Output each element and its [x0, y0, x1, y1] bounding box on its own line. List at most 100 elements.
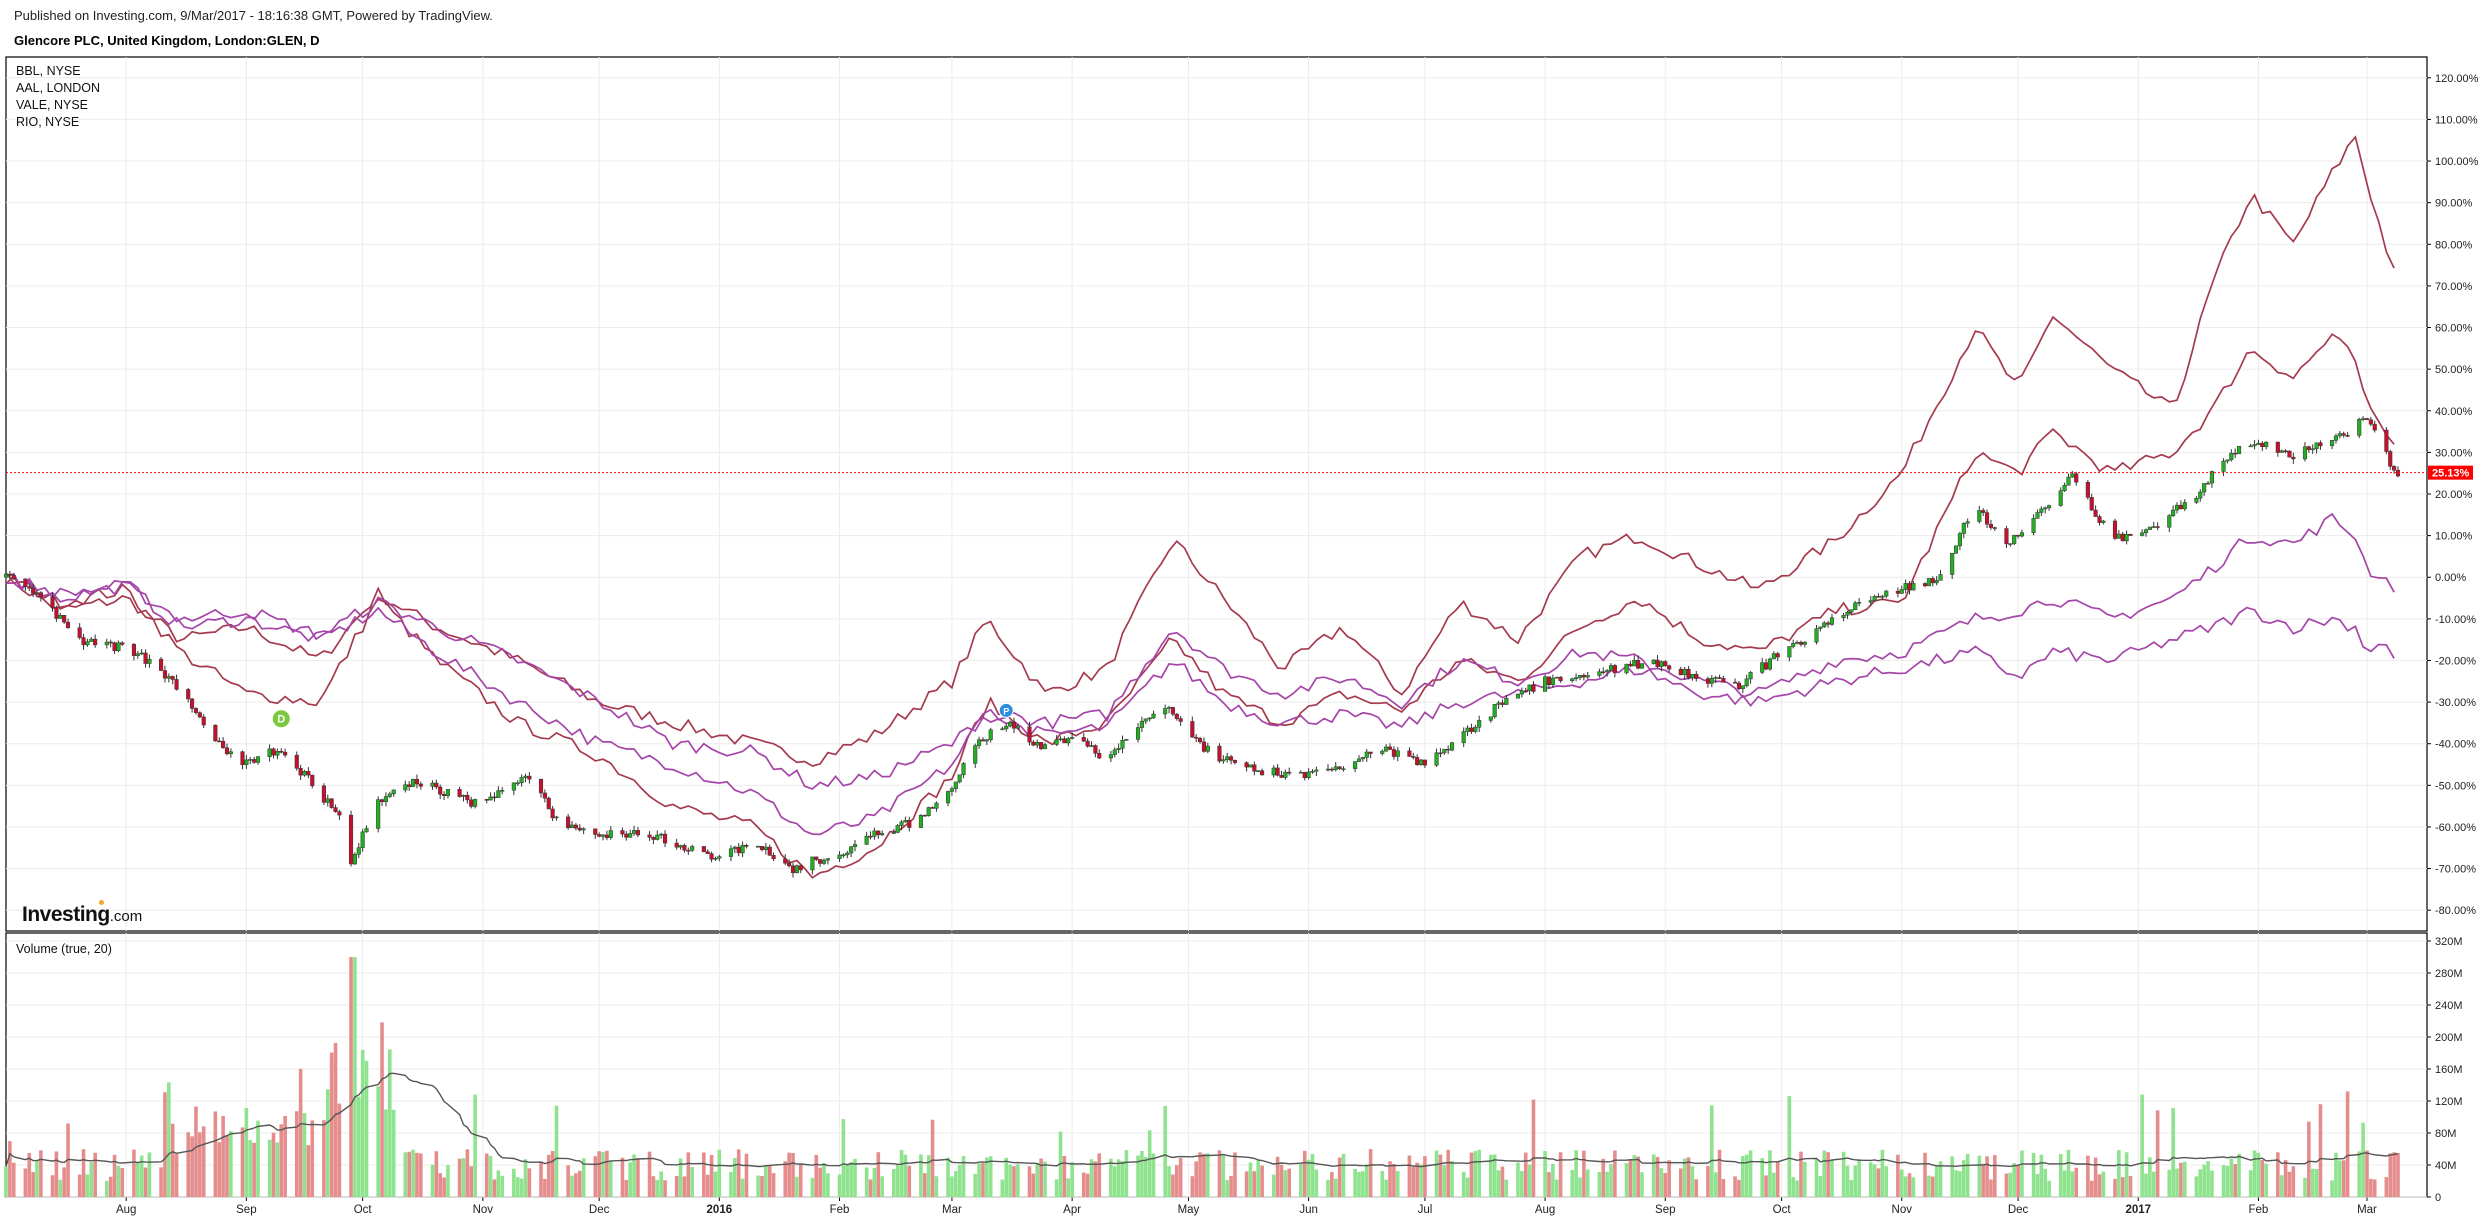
candle-down	[1826, 622, 1831, 625]
candle-up	[2012, 534, 2017, 544]
candle-up	[1977, 510, 1982, 522]
candle-down	[65, 621, 71, 628]
volume-bar-down	[2384, 1176, 2389, 1197]
volume-bar-up	[1760, 1158, 1765, 1197]
volume-bar-down	[1826, 1152, 1830, 1197]
volume-bar-down	[198, 1132, 202, 1197]
candle-up	[2167, 515, 2172, 528]
candle-up	[1868, 600, 1873, 603]
candle-up	[2039, 508, 2044, 513]
candle-down	[492, 796, 497, 799]
volume-bar-up	[1461, 1171, 1466, 1197]
volume-bar-up	[2256, 1152, 2261, 1197]
volume-bar-up	[1136, 1155, 1140, 1197]
candle-down	[597, 834, 602, 837]
volume-bar-down	[1558, 1152, 1563, 1197]
candle-down	[1736, 682, 1741, 690]
candle-down	[252, 759, 257, 763]
volume-bar-down	[2396, 1152, 2400, 1197]
volume-bar-down	[50, 1175, 55, 1197]
volume-bar-down	[2260, 1160, 2265, 1197]
volume-tick-label: 160M	[2435, 1064, 2463, 1076]
comparison-line-0	[5, 135, 2395, 767]
volume-bar-up	[1326, 1179, 1330, 1197]
volume-bar-down	[981, 1163, 985, 1197]
volume-bar-down	[543, 1178, 547, 1197]
candle-up	[659, 833, 664, 836]
volume-bar-up	[523, 1159, 528, 1197]
candle-up	[166, 676, 171, 679]
volume-bar-up	[1035, 1162, 1040, 1197]
candle-up	[1872, 596, 1877, 601]
candle-down	[193, 708, 199, 713]
x-tick-label: Sep	[1655, 1204, 1675, 1216]
candle-up	[1380, 750, 1385, 754]
volume-bar-down	[11, 1162, 16, 1197]
candle-down	[1922, 583, 1928, 587]
candle-up	[918, 815, 923, 828]
volume-bar-up	[1504, 1179, 1509, 1197]
candle-up	[2221, 460, 2226, 472]
comparison-line-1	[5, 333, 2395, 879]
candle-down	[484, 799, 489, 801]
candle-down	[783, 858, 788, 864]
candle-up	[2279, 450, 2284, 453]
candle-down	[294, 754, 299, 769]
candle-down	[170, 676, 175, 680]
volume-bar-down	[2128, 1176, 2133, 1197]
volume-bar-up	[1070, 1162, 1074, 1197]
candle-up	[2151, 526, 2156, 528]
candle-down	[1337, 766, 1342, 769]
candle-up	[713, 858, 718, 860]
candle-down	[190, 698, 195, 709]
candle-down	[438, 786, 443, 795]
volume-bar-up	[713, 1171, 718, 1197]
volume-bar-up	[849, 1162, 853, 1197]
candle-up	[1787, 646, 1792, 658]
volume-bar-up	[1899, 1169, 1904, 1197]
volume-bar-down	[605, 1150, 609, 1197]
candle-down	[1174, 713, 1179, 719]
candle-up	[2256, 442, 2261, 445]
candle-up	[2337, 433, 2342, 437]
volume-bar-up	[1434, 1150, 1439, 1197]
candle-down	[279, 751, 284, 753]
volume-bar-up	[1527, 1164, 1532, 1197]
volume-bar-down	[112, 1154, 117, 1197]
candle-down	[790, 865, 796, 874]
candle-up	[1283, 771, 1288, 778]
candle-up	[569, 824, 575, 829]
candle-up	[1341, 768, 1346, 770]
candle-down	[2097, 516, 2102, 523]
candle-up	[794, 865, 799, 874]
volume-bar-up	[810, 1177, 815, 1197]
volume-bar-up	[1151, 1153, 1156, 1197]
volume-bar-up	[826, 1173, 830, 1197]
volume-bar-up	[1748, 1150, 1753, 1197]
volume-bar-down	[279, 1124, 284, 1197]
candle-up	[2202, 483, 2207, 493]
candle-up	[1818, 626, 1823, 629]
candle-up	[1748, 672, 1753, 680]
volume-bar-up	[1299, 1163, 1303, 1197]
volume-bar-up	[1551, 1163, 1555, 1197]
candle-up	[135, 653, 140, 656]
volume-bar-up	[1147, 1130, 1152, 1197]
candle-up	[1314, 769, 1319, 772]
candle-down	[593, 828, 598, 835]
candle-down	[197, 712, 202, 718]
volume-bar-down	[744, 1153, 749, 1197]
volume-bar-down	[686, 1152, 691, 1197]
volume-bar-up	[139, 1155, 144, 1197]
volume-bar-down	[2345, 1091, 2350, 1197]
volume-bar-up	[2182, 1161, 2187, 1197]
candle-up	[1853, 602, 1858, 611]
candle-up	[1333, 766, 1338, 770]
candle-down	[224, 747, 230, 755]
candle-down	[930, 807, 935, 809]
candle-up	[837, 854, 842, 859]
candle-down	[2155, 526, 2160, 528]
volume-bar-down	[349, 957, 353, 1197]
volume-bar-up	[376, 1086, 380, 1197]
